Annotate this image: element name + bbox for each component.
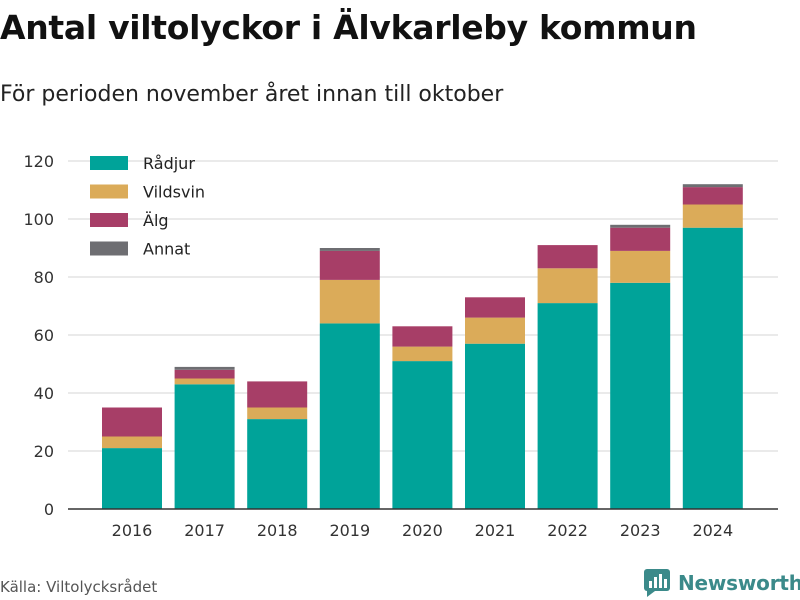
bar-segment-2017-Vildsvin <box>174 378 235 385</box>
chart-title: Antal viltolyckor i Älvkarleby kommun <box>0 8 697 47</box>
bar-segment-2020-Älg <box>392 326 453 347</box>
bar-segment-2016-Vildsvin <box>102 436 162 449</box>
bar-segment-2019-Vildsvin <box>319 279 380 324</box>
x-tick-label-2022: 2022 <box>547 521 588 540</box>
y-tick-label-60: 60 <box>34 326 54 345</box>
brand-name: Newsworthy <box>678 571 800 595</box>
bars <box>102 184 743 509</box>
bar-segment-2017-Älg <box>174 369 235 379</box>
bar-segment-2022-Älg <box>537 245 598 269</box>
bar-segment-2018-Älg <box>247 381 308 408</box>
bar-stack-2023 <box>610 224 671 509</box>
bar-stack-2021 <box>465 297 525 509</box>
bar-segment-2022-Vildsvin <box>537 268 598 304</box>
x-tick-label-2016: 2016 <box>112 521 153 540</box>
y-axis-ticks: 0 20 40 60 80 100 120 <box>23 152 54 519</box>
bar-stack-2018 <box>247 381 308 509</box>
chart-subtitle: För perioden november året innan till ok… <box>0 82 504 107</box>
bar-segment-2016-Älg <box>102 407 162 437</box>
x-tick-label-2017: 2017 <box>184 521 225 540</box>
bar-segment-2021-Vildsvin <box>465 317 525 344</box>
bar-segment-2018-Rådjur <box>247 419 308 509</box>
legend-label: Älg <box>143 211 169 230</box>
bar-segment-2021-Älg <box>465 297 525 318</box>
bar-segment-2019-Älg <box>319 250 380 280</box>
y-tick-label-20: 20 <box>34 442 54 461</box>
y-tick-label-80: 80 <box>34 268 54 287</box>
x-tick-label-2018: 2018 <box>257 521 298 540</box>
legend-swatch <box>90 213 128 227</box>
bar-stack-2024 <box>682 184 743 509</box>
legend-label: Rådjur <box>143 154 195 173</box>
legend-label: Annat <box>143 240 190 259</box>
bar-segment-2021-Rådjur <box>465 343 525 509</box>
x-tick-label-2023: 2023 <box>620 521 661 540</box>
x-axis-ticks: 2016 2017 2018 2019 2020 2021 2022 2023 2024 <box>112 521 734 540</box>
x-tick-label-2021: 2021 <box>475 521 516 540</box>
bar-segment-2020-Vildsvin <box>392 346 453 362</box>
x-tick-label-2019: 2019 <box>329 521 370 540</box>
legend-swatch <box>90 156 128 170</box>
x-tick-label-2020: 2020 <box>402 521 443 540</box>
legend-item-Rådjur: Rådjur <box>90 154 195 173</box>
legend-item-Annat: Annat <box>90 240 190 259</box>
legend-label: Vildsvin <box>143 183 205 202</box>
bar-segment-2018-Vildsvin <box>247 407 308 420</box>
bar-segment-2017-Annat <box>174 366 235 370</box>
bar-segment-2017-Rådjur <box>174 384 235 509</box>
bar-segment-2023-Vildsvin <box>610 250 671 283</box>
bar-stack-2022 <box>537 245 598 509</box>
bar-segment-2024-Rådjur <box>682 227 743 509</box>
bar-segment-2024-Annat <box>682 184 743 188</box>
bar-segment-2023-Annat <box>610 224 671 228</box>
legend-item-Älg: Älg <box>90 211 169 230</box>
bar-segment-2023-Älg <box>610 227 671 251</box>
bar-stack-2019 <box>319 248 380 509</box>
bar-stack-2020 <box>392 326 453 509</box>
bar-segment-2020-Rådjur <box>392 361 453 509</box>
bar-stack-2016 <box>102 407 162 509</box>
legend-swatch <box>90 241 128 256</box>
x-tick-label-2024: 2024 <box>692 521 733 540</box>
bar-segment-2019-Annat <box>319 248 380 251</box>
y-tick-label-0: 0 <box>44 500 54 519</box>
bar-segment-2024-Älg <box>682 187 743 205</box>
brand-logo[interactable]: Newsworthy <box>644 568 800 598</box>
newsworthy-logo-icon <box>644 569 670 597</box>
source-note: Källa: Viltolycksrådet <box>0 578 158 596</box>
bar-segment-2016-Rådjur <box>102 448 162 509</box>
y-tick-label-120: 120 <box>23 152 54 171</box>
legend-swatch <box>90 184 128 199</box>
bar-segment-2022-Rådjur <box>537 303 598 509</box>
legend-item-Vildsvin: Vildsvin <box>90 183 205 202</box>
bar-stack-2017 <box>174 366 235 509</box>
bar-segment-2023-Rådjur <box>610 282 671 509</box>
y-tick-label-40: 40 <box>34 384 54 403</box>
legend: Rådjur Vildsvin Älg Annat <box>90 154 205 259</box>
bar-segment-2019-Rådjur <box>319 323 380 509</box>
bar-segment-2024-Vildsvin <box>682 204 743 228</box>
y-tick-label-100: 100 <box>23 210 54 229</box>
